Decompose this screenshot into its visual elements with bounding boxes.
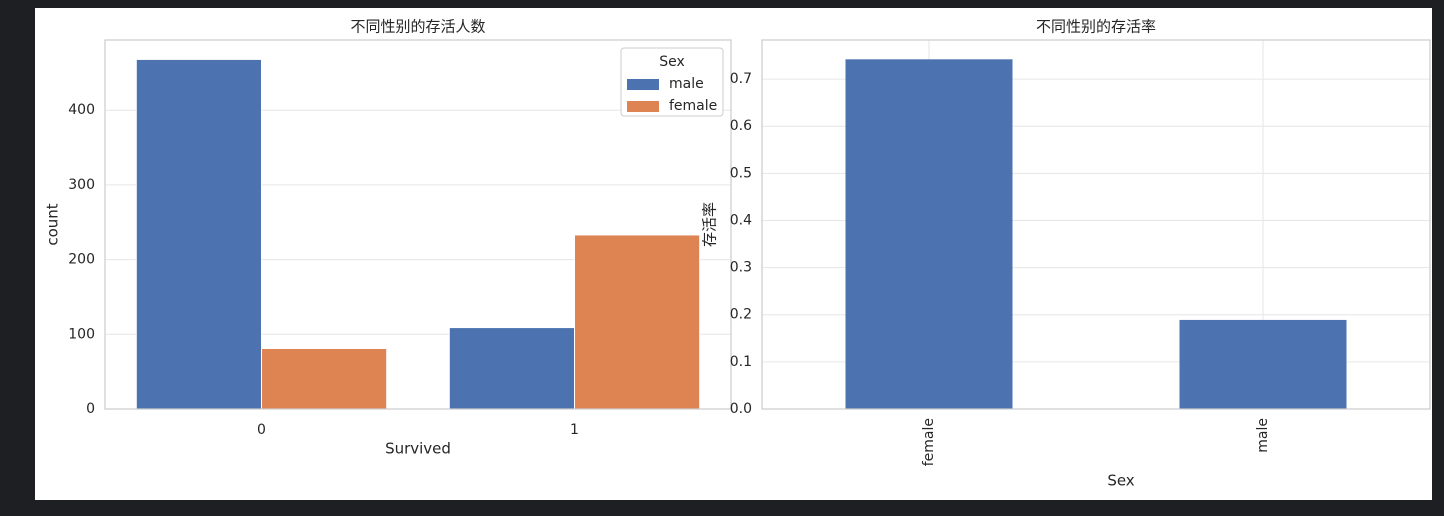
legend-swatch: [627, 101, 659, 112]
y-tick-label: 400: [68, 102, 95, 118]
bar: [1179, 319, 1347, 409]
x-axis-label: Sex: [1107, 472, 1134, 490]
legend-label: female: [669, 98, 717, 114]
y-axis-label: 存活率: [701, 202, 719, 247]
x-tick-label: 0: [257, 422, 266, 438]
x-axis-label: Survived: [385, 440, 451, 458]
axes-frame: [104, 39, 732, 410]
y-tick-label: 200: [68, 252, 95, 268]
y-axis-label: count: [44, 203, 62, 245]
chart-title: 不同性别的存活人数: [350, 18, 485, 36]
y-tick-label: 300: [68, 177, 95, 193]
axes-frame: [761, 39, 1431, 410]
bar: [135, 58, 262, 410]
bar: [448, 327, 575, 410]
legend-box: [620, 47, 724, 117]
x-tick-label: 1: [570, 422, 579, 438]
y-tick-label: 0: [86, 401, 95, 417]
y-tick-label: 0.1: [730, 354, 752, 370]
bar: [845, 59, 1013, 409]
legend-label: male: [669, 76, 704, 92]
y-tick-label: 0.0: [730, 401, 752, 417]
chart-title: 不同性别的存活率: [1036, 18, 1156, 36]
y-tick-label: 0.3: [730, 260, 752, 276]
y-tick-label: 0.2: [730, 307, 752, 323]
bar: [261, 347, 388, 410]
watermark: 掘金技术社区 @ 王小菲: [1191, 473, 1404, 497]
y-tick-label: 0.6: [730, 118, 752, 134]
y-tick-label: 0.7: [730, 71, 752, 87]
y-tick-label: 0.4: [730, 212, 752, 228]
x-tick-label: male: [1255, 418, 1271, 453]
x-tick-label: female: [921, 418, 937, 466]
legend-swatch: [627, 79, 659, 90]
bar: [574, 234, 701, 410]
y-tick-label: 100: [68, 326, 95, 342]
legend-title: Sex: [659, 54, 685, 70]
figure: [35, 8, 1432, 500]
y-tick-label: 0.5: [730, 165, 752, 181]
